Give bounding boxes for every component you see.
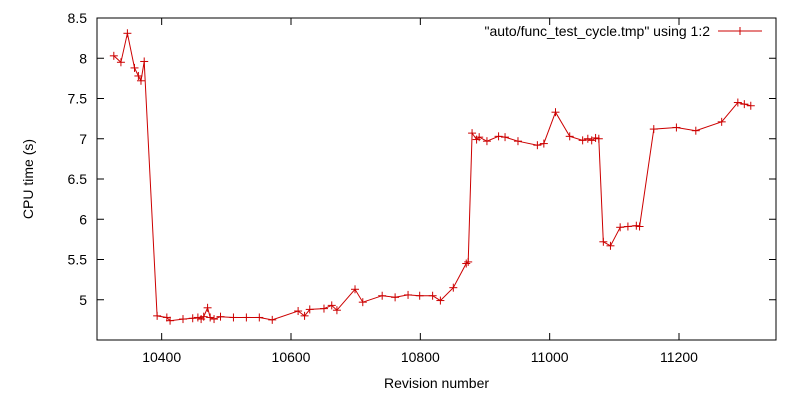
data-point: [109, 51, 118, 60]
x-axis-title: Revision number: [384, 375, 489, 391]
data-point: [468, 129, 477, 138]
y-tick-label: 7.5: [68, 91, 88, 107]
data-point: [216, 312, 225, 321]
data-point: [294, 307, 303, 316]
data-point: [166, 316, 175, 325]
data-point: [635, 222, 644, 231]
data-point: [462, 259, 471, 268]
data-point: [206, 313, 215, 322]
data-point: [513, 137, 522, 146]
data-point: [746, 101, 755, 110]
data-point: [691, 126, 700, 135]
data-point: [539, 139, 548, 148]
data-point: [210, 315, 219, 324]
x-tick-label: 11200: [660, 349, 698, 365]
series-layer: [109, 29, 755, 325]
data-point: [740, 100, 749, 109]
x-tick-label: 11000: [531, 349, 569, 365]
data-point: [193, 313, 202, 322]
data-point: [436, 296, 445, 305]
data-point: [606, 241, 615, 250]
x-tick-label: 10600: [272, 349, 311, 365]
data-point: [565, 132, 574, 141]
data-point: [305, 305, 314, 314]
data-point: [351, 285, 360, 294]
data-point: [733, 98, 742, 107]
y-tick-label: 6: [79, 211, 87, 227]
data-point: [415, 291, 424, 300]
y-axis-title: CPU time (s): [20, 139, 36, 219]
y-tick-label: 7: [79, 131, 87, 147]
axis-tick-labels: 5 5.5 6 6.5 7 7.5 8 8.5 10400 10600 10800 11000 1120…: [68, 10, 699, 365]
data-point: [123, 29, 132, 38]
data-point: [533, 141, 542, 150]
data-point: [229, 313, 238, 322]
data-point: [623, 222, 632, 231]
data-point: [591, 133, 600, 142]
y-tick-label: 6.5: [68, 171, 88, 187]
plot-frame: [96, 17, 777, 341]
legend-marker: [736, 27, 744, 35]
data-point: [255, 313, 264, 322]
data-point: [501, 133, 510, 142]
y-tick-label: 8: [79, 50, 87, 66]
data-point: [464, 257, 473, 266]
data-point: [358, 298, 367, 307]
data-point: [717, 117, 726, 126]
y-tick-label: 8.5: [68, 10, 88, 26]
data-point: [494, 132, 503, 141]
data-point: [594, 134, 603, 143]
data-point: [449, 283, 458, 292]
data-point: [391, 293, 400, 302]
series-line: [113, 33, 751, 322]
data-point: [616, 223, 625, 232]
y-tick-label: 5: [79, 292, 87, 308]
axis-ticks: [97, 17, 776, 340]
data-point: [332, 306, 341, 315]
x-tick-label: 10800: [401, 349, 440, 365]
data-point: [378, 291, 387, 300]
data-point: [578, 136, 587, 145]
data-point: [136, 76, 145, 85]
data-point: [130, 63, 139, 72]
data-point: [179, 315, 188, 324]
data-point: [551, 108, 560, 117]
data-point: [153, 311, 162, 320]
data-point: [242, 313, 251, 322]
data-point: [300, 311, 309, 320]
data-point: [632, 221, 641, 230]
data-point: [649, 125, 658, 134]
data-point: [428, 291, 437, 300]
data-point: [140, 57, 149, 66]
y-tick-label: 5.5: [68, 252, 88, 268]
data-point: [268, 315, 277, 324]
data-point: [199, 312, 208, 321]
x-tick-label: 10400: [142, 349, 181, 365]
data-point: [116, 58, 125, 67]
legend-label: "auto/func_test_cycle.tmp" using 1:2: [484, 23, 710, 39]
data-point: [319, 304, 328, 313]
data-point: [583, 134, 592, 143]
data-point: [482, 137, 491, 146]
data-point: [599, 237, 608, 246]
data-point: [188, 314, 197, 323]
data-point: [327, 301, 336, 310]
data-point: [162, 313, 171, 322]
data-point: [203, 303, 212, 312]
data-point: [134, 71, 143, 80]
legend: "auto/func_test_cycle.tmp" using 1:2: [484, 23, 762, 39]
data-point: [404, 290, 413, 299]
data-point: [672, 123, 681, 132]
data-point: [475, 133, 484, 142]
